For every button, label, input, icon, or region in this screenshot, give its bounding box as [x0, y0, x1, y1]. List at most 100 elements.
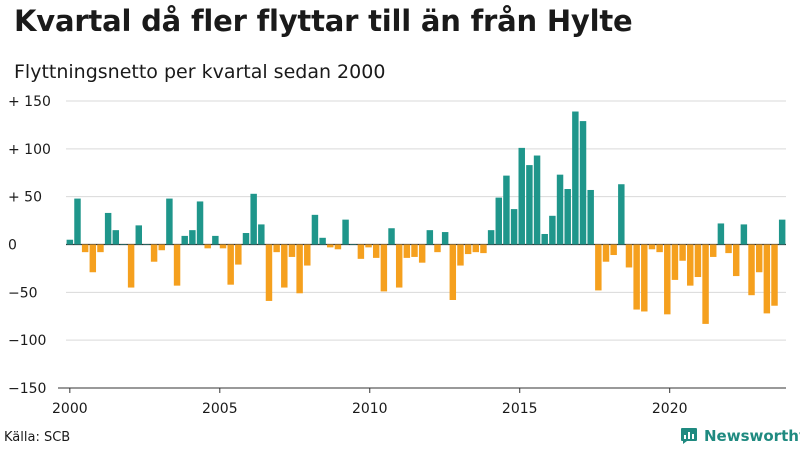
bar: 2012 K4: -22 — [457, 244, 464, 266]
bar: 2006 K3: -59 — [265, 244, 273, 301]
bar: 2002 K4: -18 — [150, 244, 158, 262]
bar: 2004 K2: 45 — [196, 201, 204, 245]
bar: 2020 K2: -43 — [687, 244, 694, 286]
x-axis: 2000 2005 2010 2015 2020 — [52, 387, 786, 417]
bar: 2009 K1: 26 — [342, 219, 349, 245]
bar: 2021 K1: -13 — [710, 244, 717, 257]
bar: 2011 K4: 15 — [426, 230, 434, 245]
bar: 2000 K3: -8 — [81, 244, 89, 253]
bar: 2014 K1: 49 — [495, 197, 502, 245]
bar: 2002 K3: 0 — [143, 244, 150, 245]
bar: 2017 K1: 57 — [587, 189, 594, 245]
bar: 2018 K1: 63 — [618, 184, 625, 245]
bar: 2005 K1: -4 — [219, 244, 227, 249]
bar: 2006 K1: 53 — [250, 193, 257, 245]
bar: 2007 K3: -51 — [296, 244, 303, 294]
bar: 2003 K3: -43 — [173, 244, 181, 286]
bar: 2022 K4: -72 — [763, 244, 771, 314]
bar: 2021 K4: -33 — [732, 244, 740, 277]
bar: 2012 K3: -58 — [449, 244, 457, 300]
bar: 2001 K3: 15 — [112, 230, 120, 245]
bar: 2016 K2: 58 — [564, 189, 571, 245]
bar: 2016 K1: 73 — [556, 174, 564, 245]
bar: 2021 K3: -9 — [725, 244, 732, 254]
y-axis-labels: + 150 + 100 + 50 0 −50 −100 −150 — [8, 94, 51, 397]
bar: 2015 K3: 11 — [541, 233, 548, 245]
bar: 2015 K1: 83 — [526, 165, 533, 245]
bar: 2017 K3: -18 — [602, 244, 610, 262]
x-tick-label: 2010 — [352, 401, 388, 417]
bar: 2009 K4: -3 — [365, 244, 372, 248]
bar: 2010 K4: -45 — [395, 244, 403, 288]
bar: 2002 K1: -45 — [127, 244, 135, 288]
bar: 2015 K4: 30 — [549, 215, 556, 245]
bar: 2009 K3: -15 — [357, 244, 365, 259]
bar: 2019 K2: -8 — [656, 244, 663, 253]
brand-logo: Newsworthy — [680, 425, 800, 447]
bar: 2001 K1: -8 — [97, 244, 104, 253]
bar: 2013 K2: -8 — [472, 244, 480, 253]
bar: 2011 K2: -13 — [411, 244, 418, 257]
bar: 2000 K4: -29 — [89, 244, 97, 273]
bar: 2005 K2: -42 — [227, 244, 234, 285]
bar: 2008 K3: -3 — [327, 244, 334, 248]
bar: 2014 K2: 72 — [503, 175, 510, 245]
bar: 2011 K1: -14 — [403, 244, 411, 258]
bar: 2014 K4: 101 — [518, 147, 525, 245]
bar: 2017 K4: -11 — [610, 244, 617, 256]
x-tick-label: 2020 — [652, 401, 688, 417]
bar: 2000 K2: 48 — [74, 198, 81, 245]
bar: 2005 K3: -21 — [235, 244, 242, 265]
bar: 2007 K2: -13 — [288, 244, 296, 257]
bar: 2016 K4: 129 — [579, 121, 587, 245]
y-tick-label: −100 — [8, 333, 46, 349]
bar: 2018 K4: -70 — [641, 244, 648, 312]
bar: 2008 K1: 31 — [311, 214, 319, 245]
bar: 2013 K4: 15 — [487, 230, 495, 245]
bar: 2011 K3: -19 — [418, 244, 426, 263]
bar: 2009 K2: 0 — [350, 244, 357, 245]
bar: 2007 K4: -22 — [304, 244, 311, 266]
bar: 2023 K2: 26 — [778, 219, 786, 245]
bar: 2010 K2: -49 — [380, 244, 388, 292]
bar: 2019 K4: -37 — [671, 244, 679, 280]
bar: 2016 K3: 139 — [572, 111, 579, 245]
source-label: Källa: SCB — [4, 430, 71, 445]
bar: 2004 K4: 9 — [212, 235, 219, 245]
bar: 2008 K4: -5 — [334, 244, 342, 250]
y-tick-label: −50 — [8, 285, 38, 301]
bar: 2017 K2: -48 — [595, 244, 602, 291]
bar: 2010 K3: 17 — [388, 228, 395, 245]
bar: 2003 K1: -6 — [158, 244, 165, 251]
x-tick-label: 2000 — [52, 401, 88, 417]
bar: 2014 K3: 37 — [510, 209, 518, 245]
bar: 2018 K3: -68 — [633, 244, 640, 310]
bar: 2006 K2: 21 — [258, 224, 265, 245]
bar: 2015 K2: 93 — [533, 155, 541, 245]
y-tick-label: −150 — [8, 381, 46, 397]
bar: 2019 K1: -5 — [648, 244, 656, 250]
bar: 2008 K2: 7 — [319, 237, 326, 245]
bar: 2010 K1: -14 — [372, 244, 380, 258]
bar: 2006 K4: -8 — [273, 244, 280, 253]
bar: 2007 K1: -45 — [281, 244, 288, 288]
bar: 2001 K4: 0 — [120, 244, 127, 245]
bar: 2001 K2: 33 — [104, 212, 112, 245]
bar: 2012 K2: 13 — [441, 232, 449, 245]
x-tick-label: 2005 — [202, 401, 238, 417]
bar: 2022 K3: -29 — [755, 244, 763, 273]
newsworthy-logo-icon — [681, 428, 697, 444]
bar: 2021 K2: 22 — [717, 223, 725, 245]
bar: 2004 K3: -4 — [204, 244, 211, 249]
bar: 2020 K3: -34 — [694, 244, 702, 278]
bar: 2019 K3: -73 — [664, 244, 671, 315]
bar: 2023 K1: -64 — [771, 244, 778, 306]
bar: 2012 K1: -8 — [434, 244, 441, 253]
bars: 2000 K1: 52000 K2: 482000 K3: -82000 K4:… — [66, 111, 786, 324]
y-tick-label: + 50 — [8, 190, 42, 206]
bar: 2022 K1: 21 — [740, 224, 748, 245]
bar: 2000 K1: 5 — [66, 239, 74, 245]
bar: 2020 K4: -83 — [702, 244, 709, 324]
bar: 2018 K2: -24 — [625, 244, 633, 268]
bar: 2020 K1: -17 — [679, 244, 686, 261]
